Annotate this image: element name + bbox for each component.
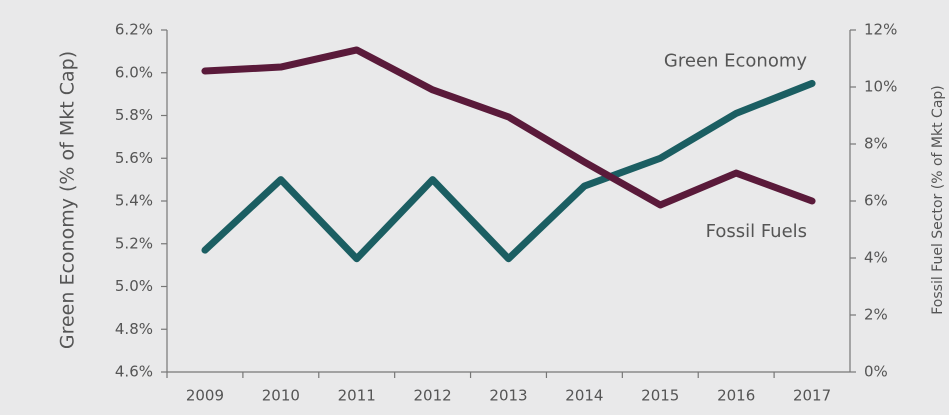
x-tick-label: 2011 xyxy=(338,387,376,405)
y2-tick-label: 0% xyxy=(864,363,888,381)
y-tick-label: 5.2% xyxy=(115,234,153,252)
y-tick-label: 5.6% xyxy=(115,149,153,167)
y2-axis-title: Fossil Fuel Sector (% of Mkt Cap) xyxy=(930,85,946,315)
x-tick-label: 2012 xyxy=(414,387,452,405)
y-tick-label: 5.0% xyxy=(115,277,153,295)
y-tick-label: 4.8% xyxy=(115,320,153,338)
series-label: Green Economy xyxy=(664,50,807,71)
y2-tick-label: 10% xyxy=(864,78,897,96)
x-tick-label: 2009 xyxy=(186,387,224,405)
x-tick-label: 2014 xyxy=(565,387,603,405)
y2-tick-label: 6% xyxy=(864,192,888,210)
x-tick-label: 2017 xyxy=(793,387,831,405)
y-tick-label: 4.6% xyxy=(115,363,153,381)
series-label: Fossil Fuels xyxy=(706,221,807,242)
y-tick-label: 5.8% xyxy=(115,106,153,124)
y2-tick-label: 12% xyxy=(864,21,897,39)
x-tick-label: 2016 xyxy=(717,387,755,405)
x-tick-label: 2013 xyxy=(489,387,527,405)
y-tick-label: 5.4% xyxy=(115,192,153,210)
x-tick-label: 2010 xyxy=(262,387,300,405)
y2-tick-label: 8% xyxy=(864,135,888,153)
y2-tick-label: 2% xyxy=(864,306,888,324)
y-tick-label: 6.0% xyxy=(115,63,153,81)
y2-tick-label: 4% xyxy=(864,249,888,267)
y-axis-title: Green Economy (% of Mkt Cap) xyxy=(57,51,79,349)
series-line xyxy=(201,46,816,209)
x-tick-label: 2015 xyxy=(641,387,679,405)
series-line xyxy=(201,79,816,263)
y-tick-label: 6.2% xyxy=(115,21,153,39)
